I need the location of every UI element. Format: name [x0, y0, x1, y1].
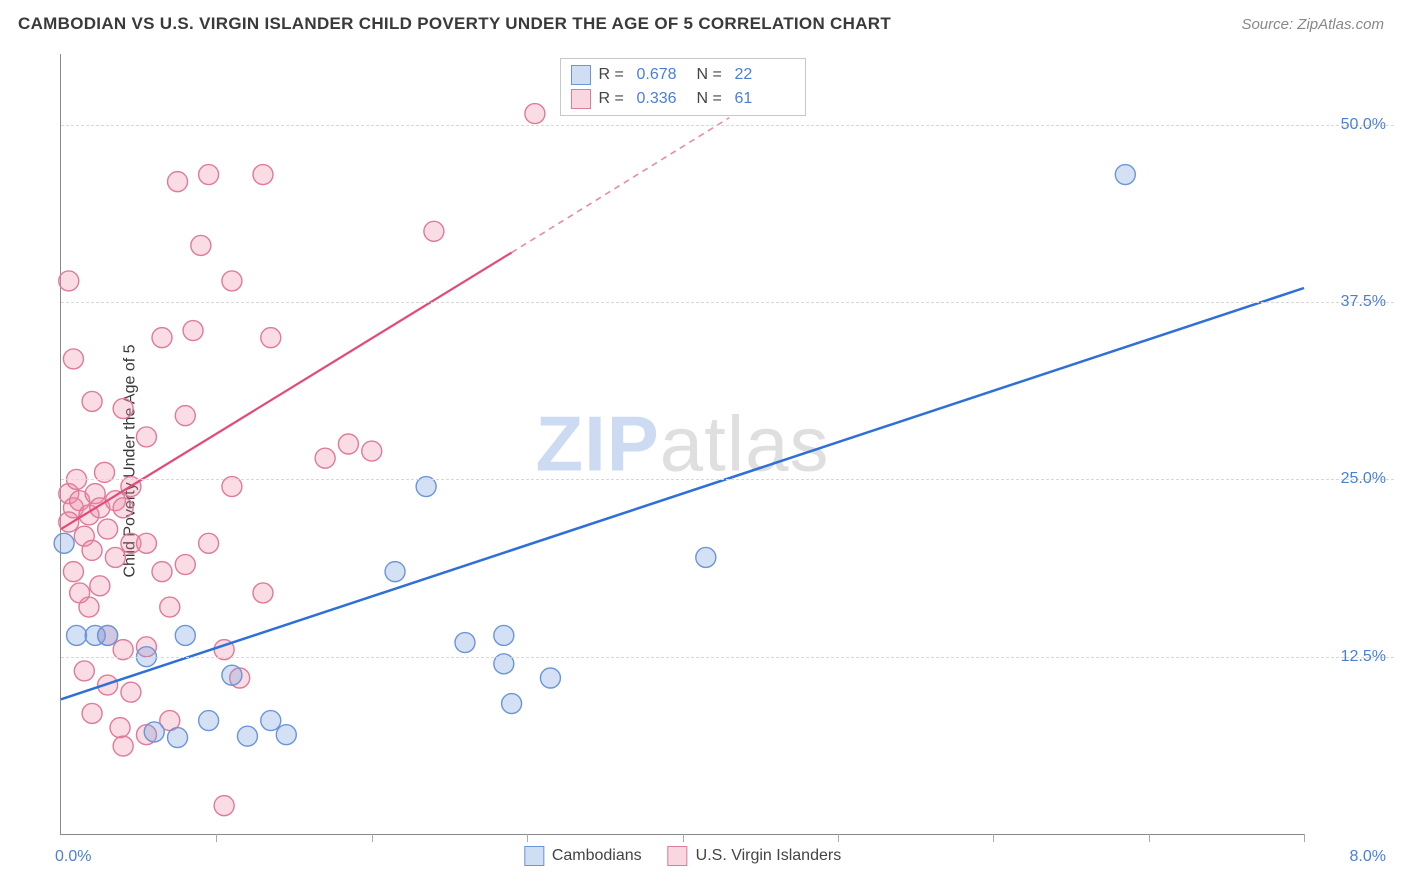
r-label: R =	[599, 87, 629, 111]
chart-source: Source: ZipAtlas.com	[1241, 16, 1384, 33]
stats-legend: R = 0.678 N = 22 R = 0.336 N = 61	[560, 58, 806, 116]
legend-swatch-blue	[524, 846, 544, 866]
y-tick-label: 50.0%	[1341, 116, 1386, 134]
chart-container: Child Poverty Under the Age of 5 ZIPatla…	[18, 42, 1394, 880]
gridline	[61, 125, 1394, 126]
chart-header: CAMBODIAN VS U.S. VIRGIN ISLANDER CHILD …	[0, 0, 1406, 42]
plot-area: ZIPatlas R = 0.678 N = 22 R = 0.336 N = …	[60, 54, 1304, 835]
n-label: N =	[697, 87, 727, 111]
x-axis-min-label: 0.0%	[55, 848, 91, 866]
x-axis-max-label: 8.0%	[1350, 848, 1386, 866]
stats-legend-row: R = 0.678 N = 22	[571, 63, 787, 87]
r-label: R =	[599, 63, 629, 87]
x-tick	[838, 834, 839, 842]
gridline	[61, 479, 1394, 480]
r-value: 0.336	[637, 87, 689, 111]
y-tick-label: 37.5%	[1341, 293, 1386, 311]
stats-legend-row: R = 0.336 N = 61	[571, 87, 787, 111]
legend-swatch-pink	[571, 89, 591, 109]
n-value: 22	[735, 63, 787, 87]
n-value: 61	[735, 87, 787, 111]
legend-label: Cambodians	[552, 847, 642, 865]
n-label: N =	[697, 63, 727, 87]
r-value: 0.678	[637, 63, 689, 87]
x-tick	[1149, 834, 1150, 842]
x-tick	[993, 834, 994, 842]
x-tick	[1304, 834, 1305, 842]
plot-svg	[61, 54, 1304, 834]
legend-label: U.S. Virgin Islanders	[696, 847, 842, 865]
x-tick	[216, 834, 217, 842]
x-tick	[527, 834, 528, 842]
series-legend: Cambodians U.S. Virgin Islanders	[524, 846, 841, 866]
x-tick	[683, 834, 684, 842]
gridline	[61, 657, 1394, 658]
x-tick	[372, 834, 373, 842]
gridline	[61, 302, 1394, 303]
y-tick-label: 12.5%	[1341, 648, 1386, 666]
legend-item: Cambodians	[524, 846, 642, 866]
y-tick-label: 25.0%	[1341, 470, 1386, 488]
chart-title: CAMBODIAN VS U.S. VIRGIN ISLANDER CHILD …	[18, 14, 891, 34]
legend-swatch-pink	[668, 846, 688, 866]
legend-swatch-blue	[571, 65, 591, 85]
legend-item: U.S. Virgin Islanders	[668, 846, 842, 866]
